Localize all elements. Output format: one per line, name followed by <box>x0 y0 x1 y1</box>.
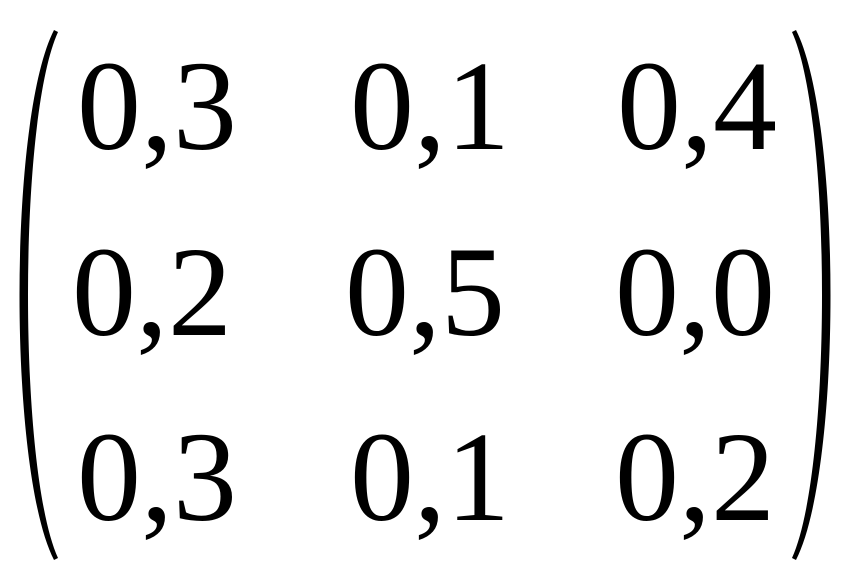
matrix-cell-r3-c1: 0,3 <box>77 406 237 548</box>
matrix-cell-r1-c3: 0,4 <box>617 35 777 177</box>
matrix-cell-r1-c1: 0,3 <box>77 35 237 177</box>
matrix-cell-r2-c1: 0,2 <box>72 221 232 363</box>
right-parenthesis <box>792 30 831 560</box>
matrix-cell-r1-c2: 0,1 <box>350 35 510 177</box>
matrix-cell-r3-c2: 0,1 <box>350 406 510 548</box>
matrix-cell-r2-c2: 0,5 <box>345 221 505 363</box>
matrix-cell-r3-c3: 0,2 <box>615 406 775 548</box>
left-parenthesis <box>19 30 58 560</box>
matrix-cell-r2-c3: 0,0 <box>615 221 775 363</box>
